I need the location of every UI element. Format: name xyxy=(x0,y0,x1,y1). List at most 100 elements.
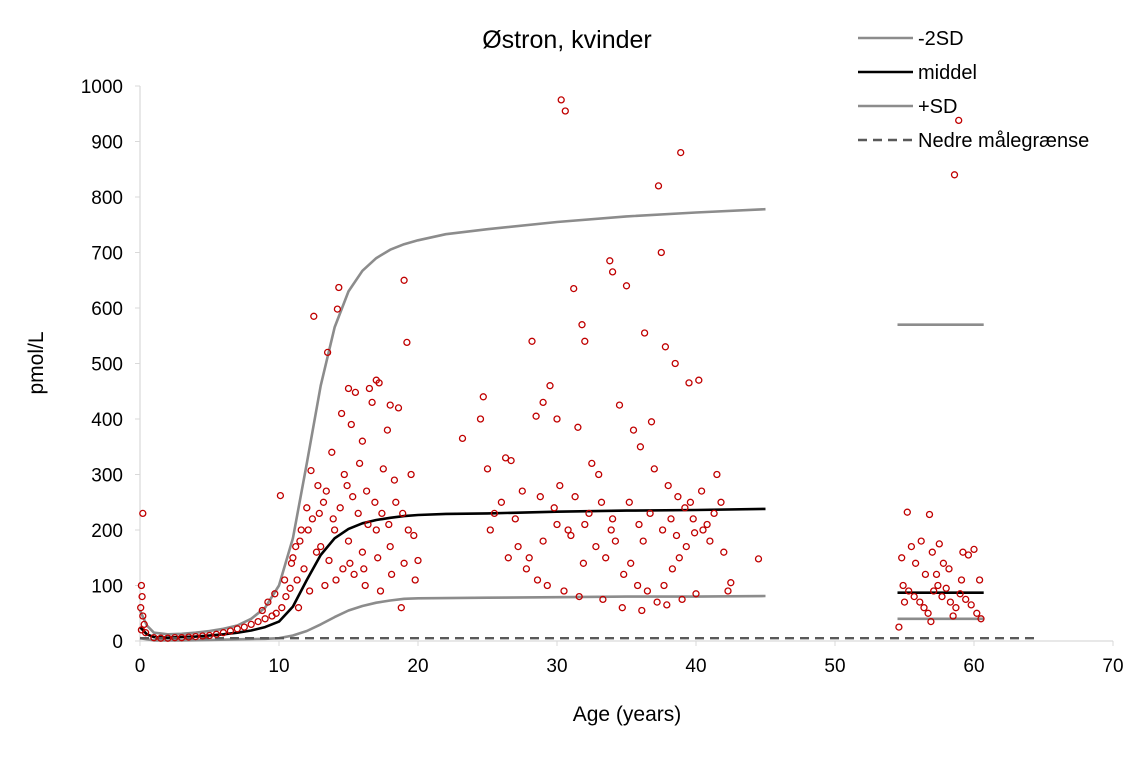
data-point xyxy=(629,426,638,434)
data-point xyxy=(932,570,941,579)
data-point xyxy=(332,576,340,584)
data-points xyxy=(137,96,985,642)
data-point xyxy=(754,555,763,563)
data-point xyxy=(312,548,321,556)
data-point xyxy=(706,537,714,545)
data-point xyxy=(695,376,703,384)
data-point xyxy=(917,537,925,545)
data-point xyxy=(308,515,317,523)
data-point xyxy=(668,565,677,573)
data-point xyxy=(720,548,728,556)
data-point xyxy=(185,633,193,641)
y-tick-label: 200 xyxy=(91,521,123,542)
axes: 0 100 200 300 400 500 600 700 800 900 1000 0 10 20 30 4… xyxy=(81,77,1124,677)
data-point xyxy=(294,604,303,612)
data-point xyxy=(403,338,411,347)
data-point xyxy=(956,590,964,598)
data-point xyxy=(400,276,408,284)
y-tick-label: 600 xyxy=(91,299,123,320)
data-point xyxy=(303,504,311,512)
data-point xyxy=(365,384,374,393)
data-point xyxy=(625,498,633,506)
data-point xyxy=(368,398,376,407)
data-point xyxy=(490,509,499,518)
data-point xyxy=(633,581,642,590)
data-point xyxy=(139,509,147,518)
data-point xyxy=(511,515,519,523)
data-point xyxy=(920,604,928,612)
data-point xyxy=(219,629,228,637)
data-point xyxy=(392,498,400,506)
data-point xyxy=(372,526,380,534)
data-point xyxy=(925,510,934,519)
data-point xyxy=(690,529,699,537)
data-point xyxy=(336,504,344,512)
data-point xyxy=(407,470,415,479)
data-point xyxy=(293,576,301,584)
data-point xyxy=(639,537,647,545)
data-point xyxy=(911,559,920,567)
data-point xyxy=(957,576,966,584)
data-point xyxy=(286,584,294,592)
data-point xyxy=(608,515,617,523)
data-point xyxy=(157,634,165,642)
data-point xyxy=(258,606,266,615)
data-point xyxy=(375,379,383,387)
data-point xyxy=(378,509,386,518)
data-point xyxy=(595,470,603,479)
data-point xyxy=(276,491,285,500)
data-point xyxy=(585,509,593,518)
y-tick-label: 800 xyxy=(91,188,123,209)
data-point xyxy=(280,576,289,584)
data-point xyxy=(233,625,241,633)
data-point xyxy=(164,634,172,642)
data-point xyxy=(905,587,913,595)
data-point xyxy=(959,548,967,556)
legend-label: +SD xyxy=(918,96,957,118)
data-point xyxy=(486,526,494,534)
data-point xyxy=(507,456,515,465)
data-point xyxy=(328,448,336,456)
data-point xyxy=(602,554,610,562)
legend-label: Nedre målegrænse xyxy=(918,130,1089,152)
data-point xyxy=(354,509,362,518)
data-point xyxy=(949,612,957,620)
data-point xyxy=(539,537,547,545)
data-point xyxy=(622,282,631,290)
data-point xyxy=(150,634,158,642)
x-tick-label: 50 xyxy=(824,656,845,677)
data-point xyxy=(226,627,235,635)
data-point xyxy=(921,570,930,579)
data-point xyxy=(476,415,485,423)
data-point xyxy=(692,590,700,598)
data-point xyxy=(533,576,542,584)
data-point xyxy=(930,587,938,595)
series-line-2sd xyxy=(139,594,766,642)
x-tick-label: 40 xyxy=(685,656,706,677)
data-point xyxy=(946,598,955,606)
data-point xyxy=(581,520,589,529)
data-point xyxy=(376,587,385,595)
data-point xyxy=(404,526,412,534)
data-point xyxy=(315,509,323,518)
data-point xyxy=(317,542,325,551)
data-point xyxy=(588,459,596,468)
data-point xyxy=(561,107,569,115)
data-point xyxy=(699,526,707,534)
data-point xyxy=(410,531,418,540)
data-point xyxy=(297,526,305,534)
data-point xyxy=(325,556,333,565)
data-point xyxy=(950,171,959,179)
data-point xyxy=(599,595,607,604)
x-tick-label: 30 xyxy=(546,656,567,677)
data-point xyxy=(379,465,387,473)
data-point xyxy=(553,520,561,529)
data-point xyxy=(525,554,533,562)
data-point xyxy=(578,321,586,329)
data-point xyxy=(546,382,554,390)
data-point xyxy=(278,604,286,612)
data-point xyxy=(323,348,332,357)
data-point xyxy=(191,632,200,641)
